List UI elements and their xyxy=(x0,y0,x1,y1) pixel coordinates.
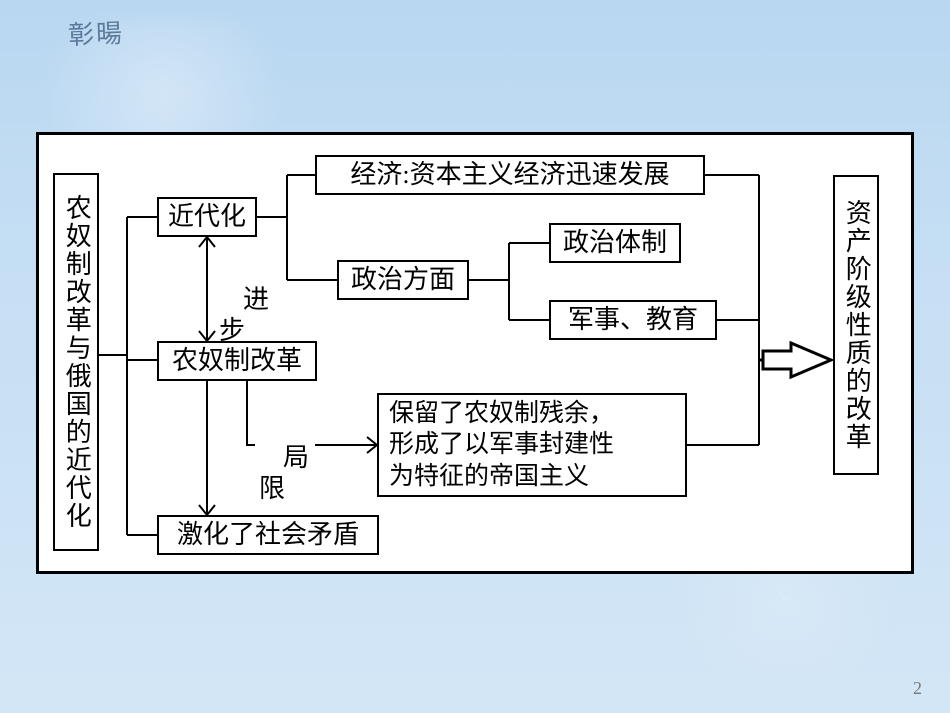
node-modern-text: 近代化 xyxy=(168,201,246,234)
node-economy: 经济:资本主义经济迅速发展 xyxy=(315,155,705,195)
edge-label-limit-text: 局 限 xyxy=(259,443,309,503)
diagram-panel: 农奴制改革与俄国的近代化 近代化 农奴制改革 激化了社会矛盾 经济:资本主义经济… xyxy=(36,132,914,574)
node-miledu: 军事、教育 xyxy=(549,300,717,340)
node-limitbox-text: 保留了农奴制残余， 形成了以军事封建性 为特征的帝国主义 xyxy=(389,398,614,492)
page-number: 2 xyxy=(913,678,922,699)
node-miledu-text: 军事、教育 xyxy=(568,304,698,337)
node-politics: 政治方面 xyxy=(337,260,469,300)
open-arrow xyxy=(759,343,831,377)
edge-label-progress: 进 步 xyxy=(217,253,247,378)
node-polsys-text: 政治体制 xyxy=(563,227,667,260)
node-root: 农奴制改革与俄国的近代化 xyxy=(53,173,99,551)
node-limitbox: 保留了农奴制残余， 形成了以军事封建性 为特征的帝国主义 xyxy=(377,393,687,497)
edge-label-limit: 局 限 xyxy=(257,411,287,536)
node-modern: 近代化 xyxy=(157,197,257,237)
node-economy-text: 经济:资本主义经济迅速发展 xyxy=(350,159,669,192)
corner-signature: 彰暘 xyxy=(67,13,124,52)
node-polsys: 政治体制 xyxy=(549,223,681,263)
node-right-text: 资产阶级性质的改革 xyxy=(840,199,873,451)
node-right: 资产阶级性质的改革 xyxy=(833,175,879,475)
edge-label-progress-text: 进 步 xyxy=(219,285,269,345)
node-root-text: 农奴制改革与俄国的近代化 xyxy=(60,194,93,530)
node-politics-text: 政治方面 xyxy=(351,264,455,297)
